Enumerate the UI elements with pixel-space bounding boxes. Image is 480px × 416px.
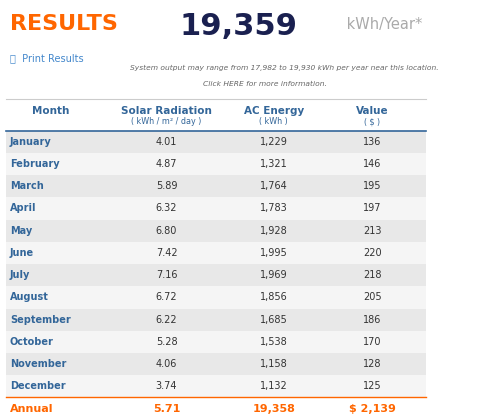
Text: 5.89: 5.89 <box>156 181 177 191</box>
Text: 19,358: 19,358 <box>252 404 295 414</box>
Text: 170: 170 <box>363 337 382 347</box>
Text: 5.71: 5.71 <box>153 404 180 414</box>
Text: 186: 186 <box>363 314 382 324</box>
Bar <box>6 331 426 353</box>
Bar <box>6 197 426 220</box>
Bar <box>6 353 426 375</box>
Text: 7.42: 7.42 <box>156 248 178 258</box>
Text: kWh/Year*: kWh/Year* <box>342 17 423 32</box>
Text: 218: 218 <box>363 270 382 280</box>
Text: 136: 136 <box>363 137 382 147</box>
Text: June: June <box>10 248 34 258</box>
Text: September: September <box>10 314 71 324</box>
Bar <box>6 153 426 175</box>
Text: 195: 195 <box>363 181 382 191</box>
Text: ( kWh / m² / day ): ( kWh / m² / day ) <box>132 117 202 126</box>
Text: ( kWh ): ( kWh ) <box>259 117 288 126</box>
Text: 213: 213 <box>363 226 382 236</box>
Text: 125: 125 <box>363 381 382 391</box>
Text: 6.32: 6.32 <box>156 203 177 213</box>
Text: 4.01: 4.01 <box>156 137 177 147</box>
Text: Click HERE for more information.: Click HERE for more information. <box>203 81 327 87</box>
Text: 6.80: 6.80 <box>156 226 177 236</box>
Text: 🖨  Print Results: 🖨 Print Results <box>10 53 84 63</box>
Text: July: July <box>10 270 30 280</box>
Text: April: April <box>10 203 36 213</box>
Text: November: November <box>10 359 66 369</box>
Text: 128: 128 <box>363 359 382 369</box>
Bar <box>6 131 426 153</box>
Text: 6.72: 6.72 <box>156 292 178 302</box>
Bar <box>6 220 426 242</box>
Text: 19,359: 19,359 <box>180 12 298 41</box>
Bar <box>6 264 426 286</box>
Text: 1,685: 1,685 <box>260 314 288 324</box>
Text: Solar Radiation: Solar Radiation <box>121 106 212 116</box>
Text: 7.16: 7.16 <box>156 270 177 280</box>
Text: Value: Value <box>356 106 389 116</box>
Text: January: January <box>10 137 52 147</box>
Text: 1,229: 1,229 <box>260 137 288 147</box>
Text: 1,538: 1,538 <box>260 337 288 347</box>
Text: December: December <box>10 381 66 391</box>
Text: AC Energy: AC Energy <box>244 106 304 116</box>
Text: 205: 205 <box>363 292 382 302</box>
Text: March: March <box>10 181 44 191</box>
Text: $ 2,139: $ 2,139 <box>349 404 396 414</box>
Text: ( $ ): ( $ ) <box>364 117 381 126</box>
Text: 4.06: 4.06 <box>156 359 177 369</box>
Text: RESULTS: RESULTS <box>10 14 118 34</box>
Text: Month: Month <box>32 106 70 116</box>
Text: 1,995: 1,995 <box>260 248 288 258</box>
Text: 1,321: 1,321 <box>260 159 288 169</box>
Text: System output may range from 17,982 to 19,930 kWh per year near this location.: System output may range from 17,982 to 1… <box>130 65 439 71</box>
Bar <box>6 286 426 309</box>
Text: 197: 197 <box>363 203 382 213</box>
Bar <box>6 242 426 264</box>
Text: February: February <box>10 159 60 169</box>
Text: 146: 146 <box>363 159 382 169</box>
Text: 5.28: 5.28 <box>156 337 178 347</box>
Text: 1,856: 1,856 <box>260 292 288 302</box>
Bar <box>6 375 426 398</box>
Text: 1,969: 1,969 <box>260 270 288 280</box>
Text: 220: 220 <box>363 248 382 258</box>
Text: 1,783: 1,783 <box>260 203 288 213</box>
Text: October: October <box>10 337 54 347</box>
Text: 1,158: 1,158 <box>260 359 288 369</box>
Text: May: May <box>10 226 32 236</box>
Text: August: August <box>10 292 49 302</box>
Text: 6.22: 6.22 <box>156 314 178 324</box>
Text: 1,928: 1,928 <box>260 226 288 236</box>
Text: Annual: Annual <box>10 404 53 414</box>
Bar <box>6 309 426 331</box>
Text: 1,764: 1,764 <box>260 181 288 191</box>
Bar <box>6 175 426 197</box>
Text: 3.74: 3.74 <box>156 381 177 391</box>
Text: 4.87: 4.87 <box>156 159 177 169</box>
Text: 1,132: 1,132 <box>260 381 288 391</box>
